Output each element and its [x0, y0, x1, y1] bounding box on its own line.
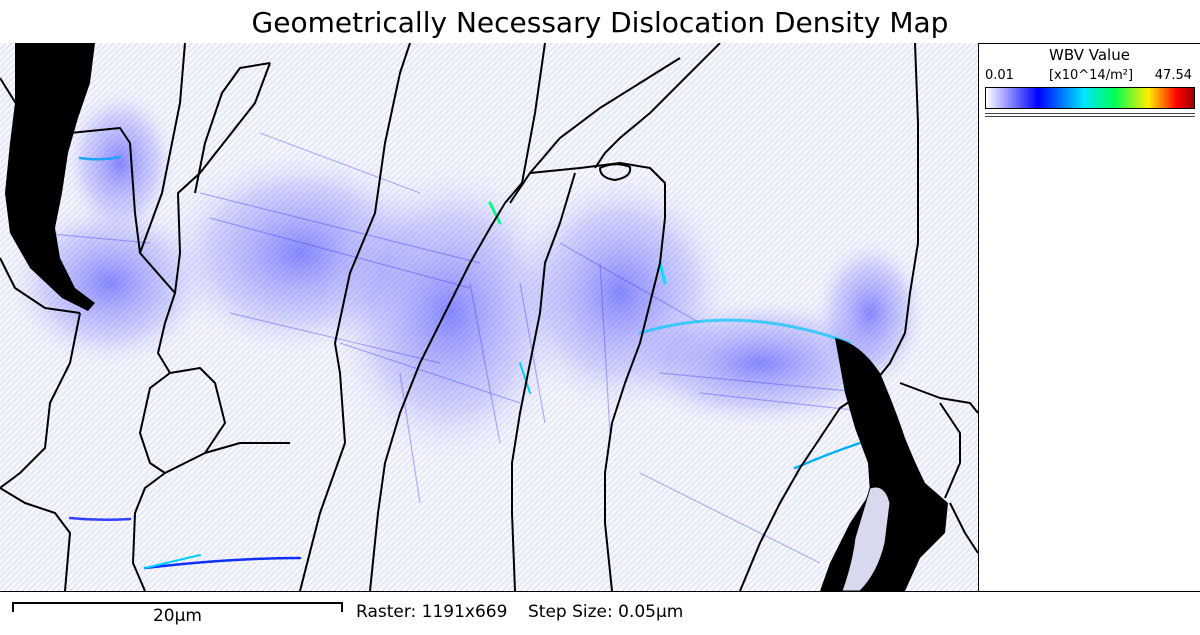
high-density-bands: [68, 155, 862, 570]
scale-bar: [12, 602, 343, 612]
scale-bar-label: 20µm: [152, 606, 202, 626]
porous-inclusion: [841, 486, 891, 591]
grain-boundaries: [0, 43, 978, 591]
legend-max-value: 47.54: [1154, 68, 1192, 83]
raster-info: Raster: 1191x669: [356, 602, 508, 622]
legend-min-value: 0.01: [985, 68, 1014, 83]
gnd-density-map: [0, 43, 979, 592]
legend-divider: [985, 116, 1195, 117]
legend-title: WBV Value: [1049, 46, 1130, 64]
legend-divider: [985, 113, 1195, 114]
map-title: Geometrically Necessary Dislocation Dens…: [0, 0, 1200, 44]
color-legend: WBV Value 0.01 [x10^14/m²] 47.54: [979, 43, 1200, 592]
legend-unit: [x10^14/m²]: [1048, 68, 1134, 83]
unindexed-regions: [5, 43, 948, 591]
step-size-info: Step Size: 0.05µm: [528, 602, 684, 622]
map-footer: 20µm Raster: 1191x669 Step Size: 0.05µm: [0, 592, 1200, 635]
colorbar: [985, 87, 1195, 109]
